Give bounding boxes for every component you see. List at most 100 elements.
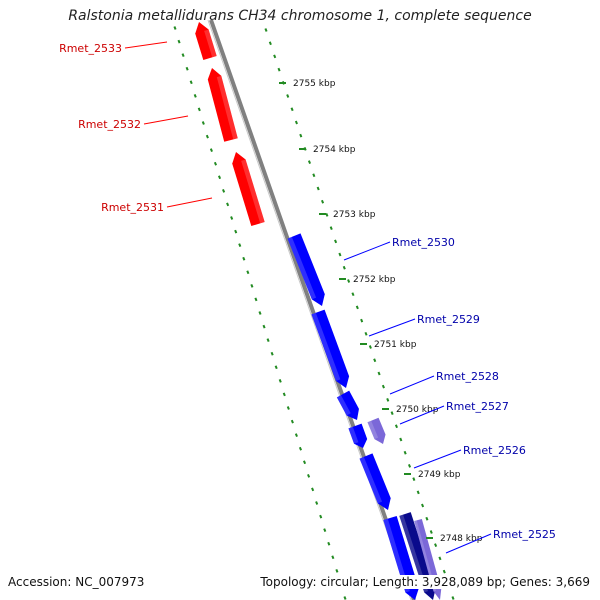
tick-label: 2750 kbp	[396, 405, 439, 415]
outer-dotted-ring	[321, 199, 325, 204]
outer-dotted-ring	[312, 173, 316, 178]
gene-rmet-2525a-shine	[383, 518, 410, 593]
outer-dotted-ring	[268, 41, 272, 46]
inner-dotted-ring	[258, 311, 262, 315]
ticks: 2755 kbp 2754 kbp 2753 kbp 2752 kbp 2751 kbp…	[279, 79, 483, 544]
reverse-gene-label: Rmet_2527	[446, 400, 509, 413]
inner-dotted-ring	[201, 121, 205, 125]
outer-dotted-ring	[338, 252, 342, 257]
forward-gene-label: Rmet_2532	[78, 118, 141, 131]
inner-dotted-ring	[217, 175, 222, 180]
inner-dotted-ring	[173, 26, 177, 30]
inner-dotted-ring	[282, 392, 286, 397]
outer-dotted-ring	[286, 94, 290, 98]
gene-rmet-2530	[287, 233, 325, 306]
gene-rmet-2528b	[348, 423, 368, 448]
outer-dotted-ring	[329, 226, 333, 231]
outer-dotted-ring	[273, 54, 277, 59]
tick-label: 2755 kbp	[293, 79, 336, 89]
reverse-leader	[413, 449, 462, 469]
inner-dotted-ring	[311, 487, 315, 492]
backbone-line	[209, 19, 416, 600]
outer-dotted-ring	[347, 279, 351, 283]
inner-dotted-ring	[226, 202, 230, 207]
inner-dotted-ring	[181, 53, 185, 58]
inner-dotted-ring	[205, 134, 209, 139]
gene-rmet-2526-body	[359, 453, 391, 510]
inner-dotted-ring	[335, 568, 339, 573]
gene-rmet-2528b-shine	[348, 426, 359, 444]
tick-label: 2753 kbp	[333, 210, 376, 220]
gene-rmet-2529	[311, 309, 350, 388]
inner-dotted-ring	[298, 446, 303, 451]
outer-dotted-ring	[355, 305, 359, 310]
outer-dotted-ring	[373, 358, 377, 363]
gene-rmet-2529-shine	[311, 312, 341, 382]
outer-dotted-ring	[264, 28, 268, 32]
inner-dotted-ring	[323, 528, 327, 533]
forward-gene-label: Rmet_2531	[101, 201, 164, 214]
accession-text: Accession: NC_007973	[8, 575, 145, 589]
forward-leader	[124, 41, 168, 49]
inner-dotted-ring	[270, 351, 274, 356]
gene-rmet-2525c-shine	[414, 520, 437, 592]
outer-dotted-ring	[299, 133, 303, 138]
inner-dotted-ring	[213, 161, 218, 166]
outer-dotted-ring	[294, 120, 298, 125]
gene-rmet-2530-body	[287, 233, 325, 306]
gene-rmet-2526-shine	[359, 456, 383, 504]
tick-label: 2754 kbp	[313, 145, 356, 155]
gene-rmet-2533-shine	[204, 29, 217, 58]
inner-dotted-ring	[230, 216, 234, 220]
gene-rmet-2527	[367, 417, 386, 444]
inner-dotted-ring	[242, 256, 246, 261]
reverse-leader	[389, 375, 435, 395]
inner-dotted-ring	[302, 460, 307, 465]
outer-dotted-ring	[394, 424, 398, 429]
gene-rmet-2526	[359, 453, 391, 510]
gene-rmet-2527-body	[367, 417, 386, 444]
gene-rmet-2533	[195, 22, 217, 61]
tick-label: 2749 kbp	[418, 470, 461, 480]
gene-labels: Rmet_2533 Rmet_2532 Rmet_2531 Rmet_2530 Rmet…	[59, 41, 556, 554]
outer-dotted-ring	[412, 477, 416, 481]
inner-dotted-ring	[286, 406, 290, 410]
genes	[195, 22, 442, 600]
inner-dotted-ring	[250, 283, 254, 288]
forward-leader	[166, 197, 213, 208]
inner-dotted-ring	[331, 555, 335, 560]
reverse-leader	[343, 241, 391, 261]
outer-dotted-ring	[442, 569, 446, 574]
outer-dotted-ring	[334, 239, 338, 244]
outer-dotted-ring	[386, 397, 390, 402]
backbone	[207, 19, 416, 600]
inner-dotted-ring	[274, 365, 278, 370]
backbone-highlight	[207, 19, 412, 600]
gene-rmet-2527-shine	[367, 420, 379, 440]
outer-dotted-ring	[407, 464, 412, 468]
reverse-gene-label: Rmet_2528	[436, 370, 499, 383]
gene-rmet-2532-body	[207, 68, 238, 142]
outer-dotted-ring	[351, 292, 355, 297]
gene-rmet-2532	[207, 68, 238, 142]
inner-dotted-ring	[209, 148, 213, 153]
inner-dotted-ring	[278, 378, 282, 383]
gene-rmet-2531-shine	[241, 159, 265, 224]
inner-dotted-ring	[262, 324, 266, 329]
inner-dotted-ring	[189, 80, 193, 85]
reverse-leader	[399, 405, 445, 425]
outer-dotted-ring	[390, 411, 394, 415]
gene-rmet-2528-shine	[336, 395, 351, 416]
outer-dotted-ring	[360, 318, 364, 323]
outer-dotted-ring	[307, 160, 312, 164]
reverse-gene-label: Rmet_2530	[392, 236, 455, 249]
tick-label: 2752 kbp	[353, 275, 396, 285]
forward-leader	[143, 115, 189, 125]
inner-dotted-ring	[319, 514, 323, 519]
gene-rmet-2529-body	[311, 309, 350, 388]
map-title: Ralstonia metallidurans CH34 chromosome …	[68, 8, 532, 24]
outer-dotted-ring	[316, 186, 320, 191]
inner-dotted-ring	[266, 338, 270, 343]
outer-dotted-ring	[325, 213, 329, 217]
inner-dotted-ring	[222, 188, 226, 193]
